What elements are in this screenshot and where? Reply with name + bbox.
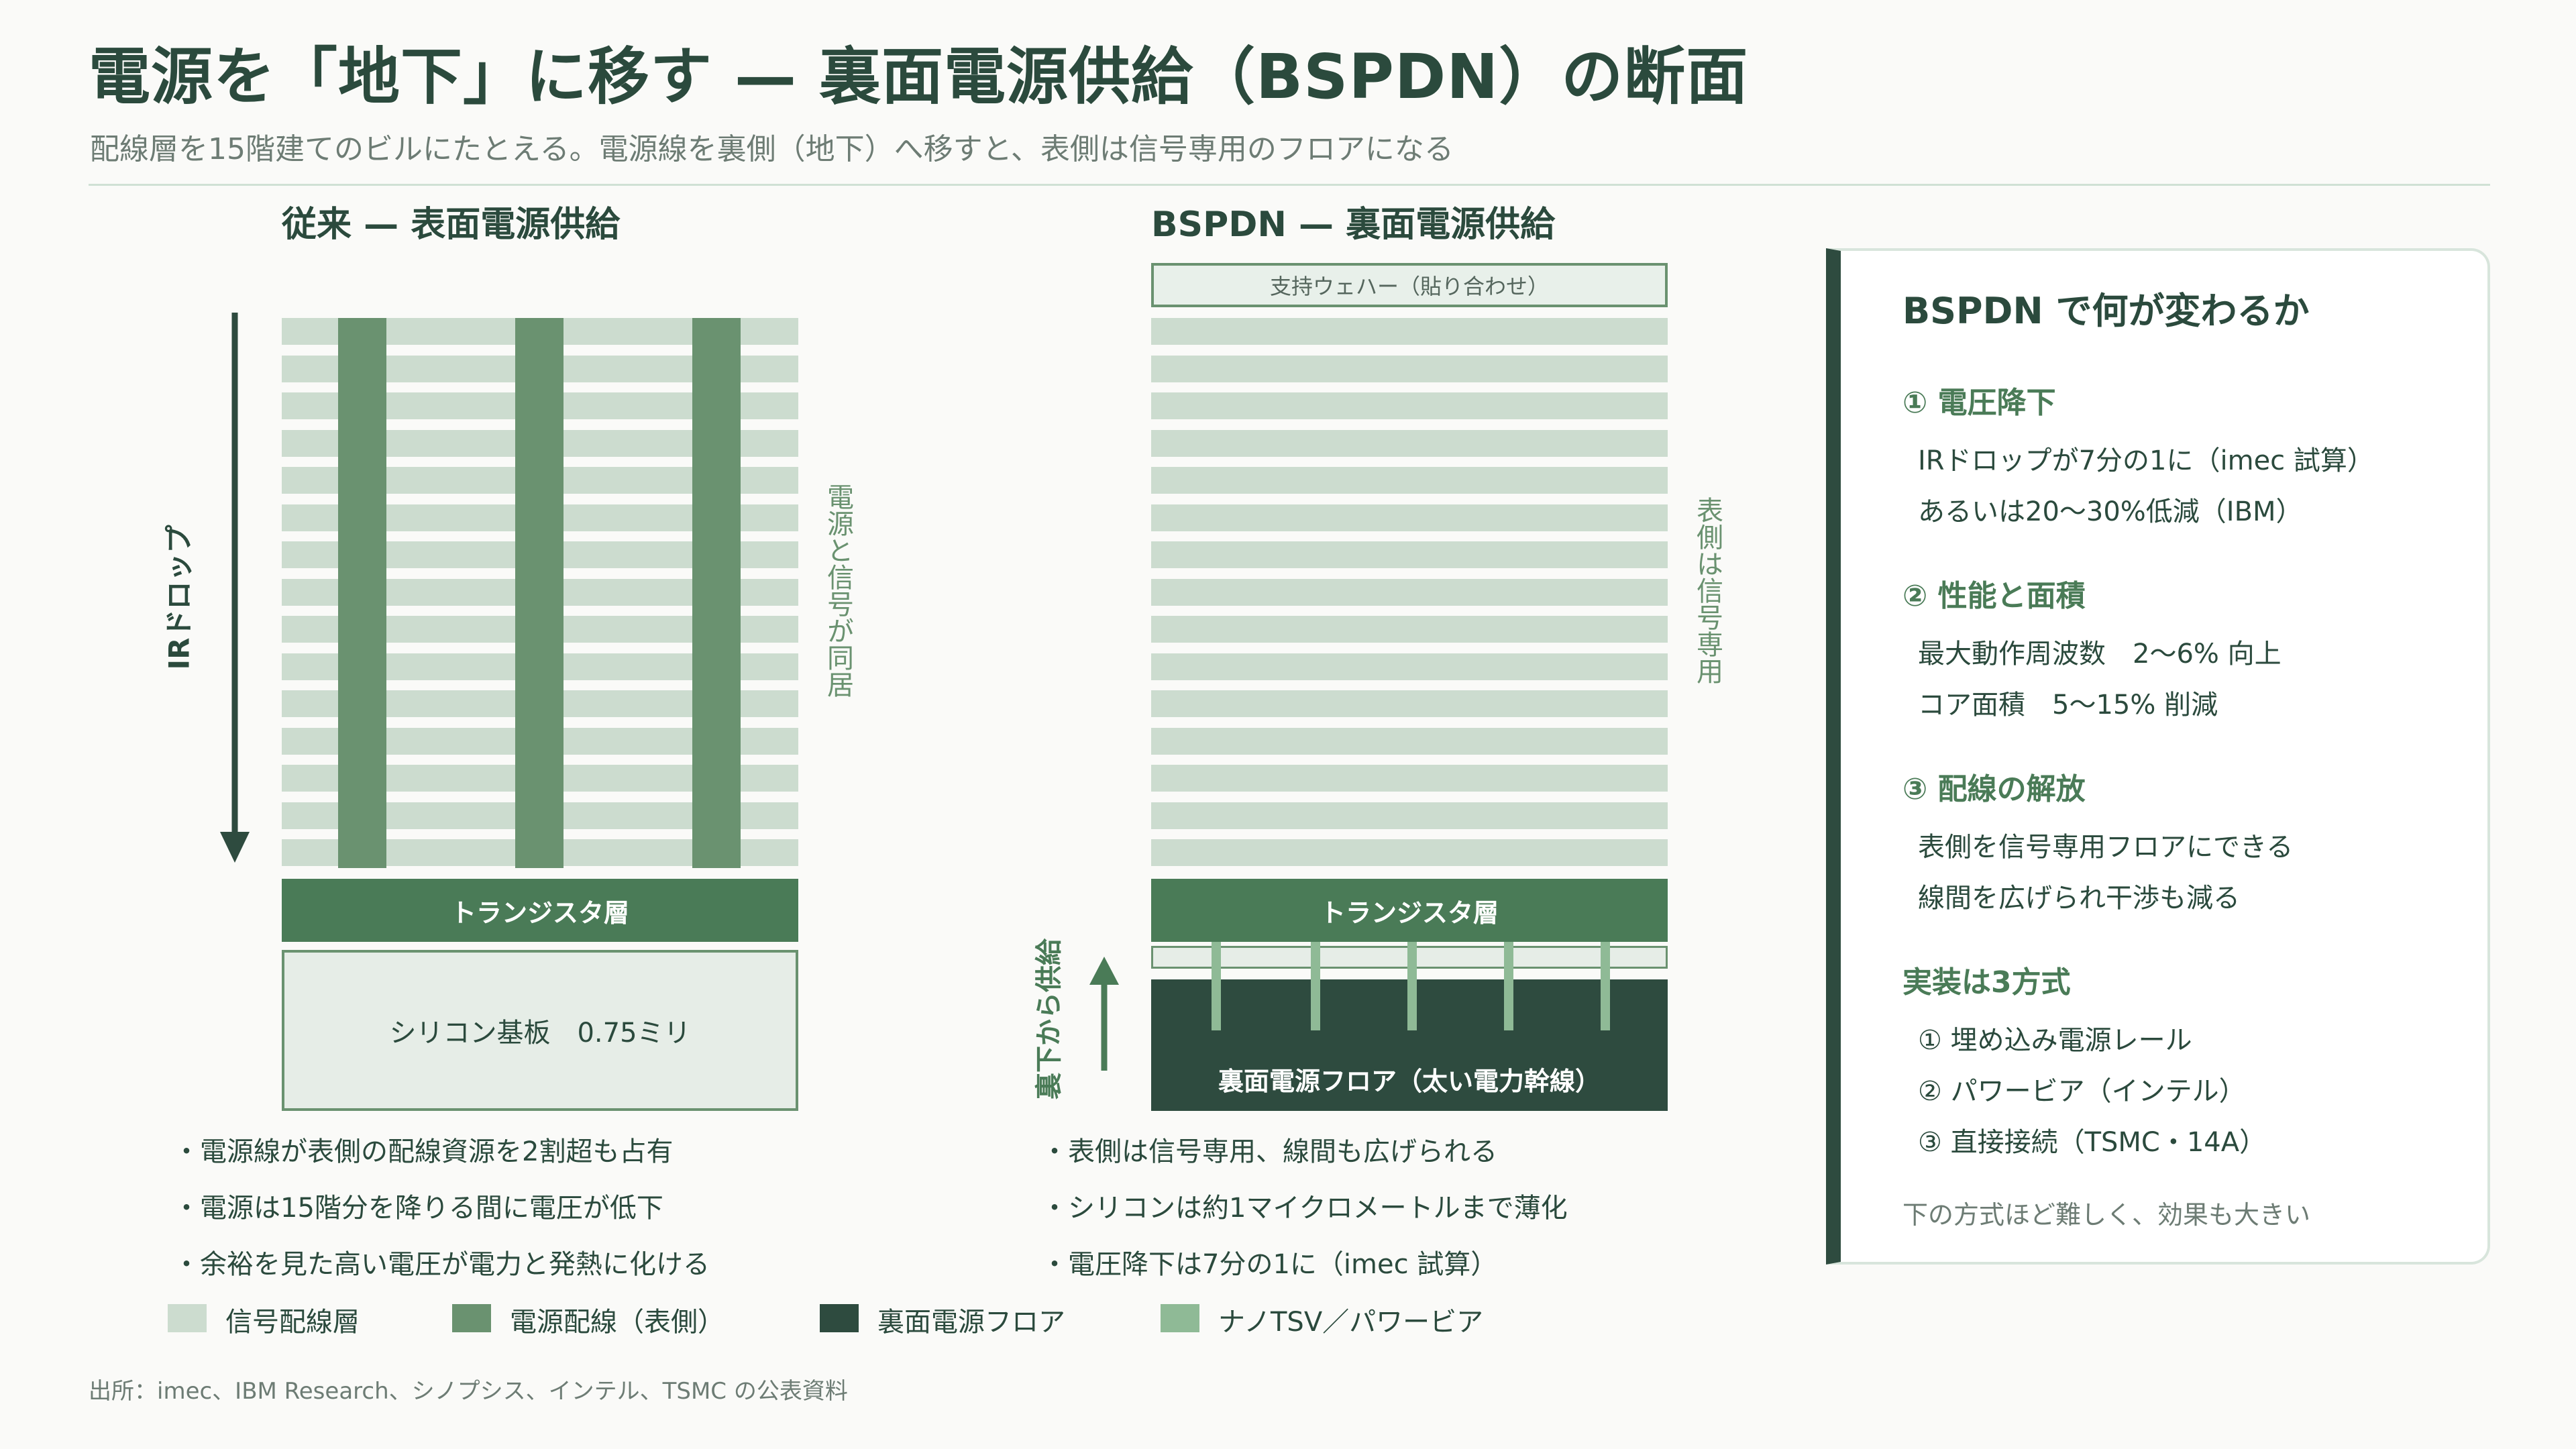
signal-layer-stripe <box>1151 616 1668 643</box>
legend-label-nano-tsv: ナノTSV／パワービア <box>1218 1307 1484 1338</box>
front-power-pillar <box>515 318 564 868</box>
right-heading: BSPDN — 裏面電源供給 <box>1151 205 1556 245</box>
panel-section-line: コア面積 5〜15% 削減 <box>1918 690 2218 720</box>
right-bullet-3: ・電圧降下は7分の1に（imec 試算） <box>1041 1249 1498 1280</box>
legend-swatch-backside-floor <box>820 1304 859 1332</box>
front-power-pillar <box>692 318 741 868</box>
left-wiring-stack <box>282 318 798 868</box>
signal-layer-stripe <box>1151 429 1668 457</box>
left-heading: 従来 — 表面電源供給 <box>282 205 621 245</box>
panel-section-line: 線間を広げられ干渉も減る <box>1918 883 2240 914</box>
panel-section-line: 最大動作周波数 2〜6% 向上 <box>1918 639 2282 669</box>
ir-drop-label: IRドロップ <box>162 525 196 670</box>
panel-section-head: 実装は3方式 <box>1902 965 2071 1000</box>
page-subtitle: 配線層を15階建てのビルにたとえる。電源線を裏側（地下）へ移すと、表側は信号専用… <box>90 132 1454 166</box>
legend-label-signal: 信号配線層 <box>225 1307 360 1338</box>
nano-tsv-via <box>1504 942 1513 1030</box>
legend-swatch-front-power <box>452 1304 491 1332</box>
signal-layer-stripe <box>1151 653 1668 680</box>
signal-layer-stripe <box>1151 355 1668 382</box>
signal-layer-stripe <box>1151 392 1668 419</box>
panel-title: BSPDN で何が変わるか <box>1902 290 2310 332</box>
panel-section-line: 表側を信号専用フロアにできる <box>1918 832 2294 863</box>
left-side-label: 電源と信号が同居 <box>822 483 853 698</box>
panel-section-head: ③ 配線の解放 <box>1902 772 2086 806</box>
summary-panel: BSPDN で何が変わるか ① 電圧降下 IRドロップが7分の1に（imec 試… <box>1826 248 2490 1265</box>
signal-layer-stripe <box>1151 504 1668 531</box>
support-wafer: 支持ウェハー（貼り合わせ） <box>1151 263 1668 307</box>
support-wafer-label: 支持ウェハー（貼り合わせ） <box>1269 274 1549 299</box>
right-transistor-layer: トランジスタ層 <box>1151 879 1668 942</box>
panel-section-line: IRドロップが7分の1に（imec 試算） <box>1918 445 2374 476</box>
legend-swatch-nano-tsv <box>1161 1304 1199 1332</box>
signal-layer-stripe <box>1151 318 1668 345</box>
left-transistor-label: トランジスタ層 <box>450 898 629 928</box>
nano-tsv-via <box>1311 942 1320 1030</box>
header-divider <box>89 184 2490 186</box>
backside-power-label: 裏面電源フロア（太い電力幹線） <box>1218 1066 1601 1096</box>
nano-tsv-via <box>1601 942 1610 1030</box>
panel-section-line: ③ 直接接続（TSMC・14A） <box>1918 1127 2267 1158</box>
signal-layer-stripe <box>1151 467 1668 494</box>
legend-label-backside-floor: 裏面電源フロア <box>877 1307 1065 1338</box>
legend-swatch-signal <box>168 1304 207 1332</box>
left-silicon-substrate: シリコン基板 0.75ミリ <box>282 950 798 1111</box>
left-bullet-3: ・余裕を見た高い電圧が電力と発熱に化ける <box>173 1249 710 1280</box>
nano-tsv-via <box>1407 942 1417 1030</box>
page-title: 電源を「地下」に移す — 裏面電源供給（BSPDN）の断面 <box>89 41 1749 113</box>
left-bullet-2: ・電源は15階分を降りる間に電圧が低下 <box>173 1193 663 1224</box>
legend-label-front-power: 電源配線（表側） <box>510 1307 724 1338</box>
signal-layer-stripe <box>1151 578 1668 606</box>
panel-section-head: ② 性能と面積 <box>1902 579 2086 613</box>
signal-layer-stripe <box>1151 690 1668 717</box>
panel-section-line: ① 埋め込み電源レール <box>1918 1025 2192 1056</box>
source-note: 出所：imec、IBM Research、シノプシス、インテル、TSMC の公表… <box>89 1378 848 1405</box>
signal-layer-stripe <box>1151 541 1668 568</box>
right-bullet-1: ・表側は信号専用、線間も広げられる <box>1041 1136 1497 1167</box>
panel-note: 下の方式ほど難しく、効果も大きい <box>1902 1200 2311 1230</box>
panel-section-line: ② パワービア（インテル） <box>1918 1076 2246 1107</box>
supply-label: 裏下から供給 <box>1034 938 1065 1099</box>
nano-tsv-via <box>1212 942 1221 1030</box>
right-bullet-2: ・シリコンは約1マイクロメートルまで薄化 <box>1041 1193 1568 1224</box>
ir-drop-arrow <box>220 313 250 863</box>
right-transistor-label: トランジスタ層 <box>1320 898 1499 928</box>
left-transistor-layer: トランジスタ層 <box>282 879 798 942</box>
right-side-label: 表側は信号専用 <box>1692 496 1723 684</box>
left-bullet-1: ・電源線が表側の配線資源を2割超も占有 <box>173 1136 674 1167</box>
signal-layer-stripe <box>1151 727 1668 755</box>
signal-layer-stripe <box>1151 765 1668 792</box>
signal-layer-stripe <box>1151 839 1668 866</box>
front-power-pillar <box>338 318 386 868</box>
signal-layer-stripe <box>1151 802 1668 829</box>
left-silicon-label: シリコン基板 0.75ミリ <box>389 1018 691 1049</box>
right-wiring-stack <box>1151 318 1668 868</box>
panel-section-head: ① 電圧降下 <box>1902 386 2056 420</box>
panel-section-line: あるいは20〜30%低減（IBM） <box>1918 496 2303 527</box>
supply-arrow <box>1089 957 1119 1071</box>
